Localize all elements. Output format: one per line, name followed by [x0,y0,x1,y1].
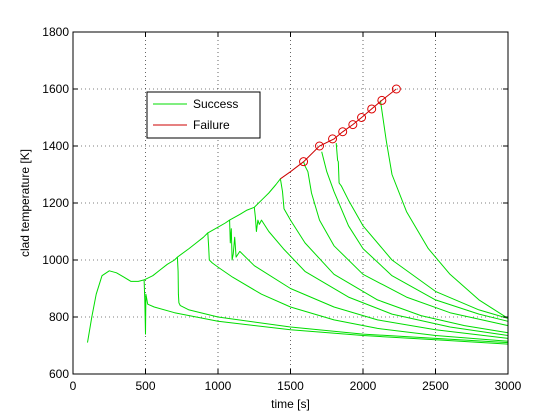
y-tick-label: 600 [49,367,69,381]
failure-marker-4 [338,127,348,137]
tick-layer: 0 500 1000 1500 2000 2500 3000 600 800 1000 1200 14… [42,25,521,393]
legend-success-label: Success [193,97,238,111]
y-tick-label: 1600 [42,82,69,96]
legend-box [146,91,261,139]
legend: Success Failure [146,91,261,139]
y-axis-title: clad temperature [K] [18,149,32,257]
success-line-3 [177,232,509,342]
success-line-8 [321,151,509,322]
y-tick-label: 1800 [42,25,69,39]
x-tick-label: 1000 [205,379,232,393]
failure-marker-8 [377,95,387,105]
x-tick-label: 2000 [350,379,377,393]
x-tick-label: 3000 [495,379,522,393]
failure-marker-5 [348,120,358,130]
x-tick-label: 2500 [422,379,449,393]
legend-failure-label: Failure [193,118,230,132]
y-tick-label: 800 [49,310,69,324]
y-tick-label: 1200 [42,196,69,210]
success-line-1 [87,270,509,345]
x-tick-label: 500 [135,379,155,393]
success-line-7 [303,161,509,327]
success-line-5 [229,206,509,336]
success-line-6 [253,178,509,334]
success-line-9 [335,143,509,319]
y-tick-label: 1400 [42,139,69,153]
failure-marker-3 [328,134,338,144]
success-line-2 [143,256,509,344]
failure-marker-1 [299,157,309,167]
success-line-10 [379,100,509,319]
series-layer [87,84,509,345]
failure-marker-2 [315,141,324,151]
grid-layer [73,32,508,374]
y-tick-label: 1000 [42,253,69,267]
x-axis-title: time [s] [271,397,310,411]
plot-frame [72,31,509,375]
success-line-4 [207,219,509,339]
failure-marker-9 [391,84,401,94]
x-tick-label: 1500 [277,379,304,393]
x-tick-label: 0 [70,379,77,393]
failure-marker-6 [357,113,367,122]
failure-marker-7 [367,104,377,114]
